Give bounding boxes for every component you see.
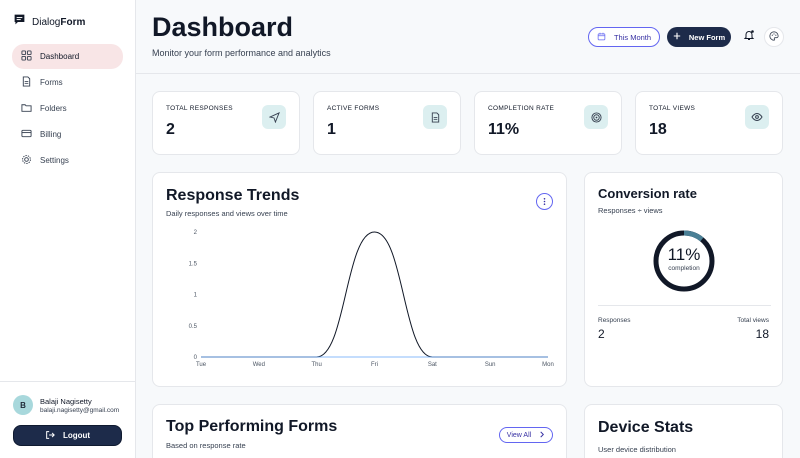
sidebar-item-billing[interactable]: Billing xyxy=(12,122,123,147)
responses-value: 2 xyxy=(598,327,605,341)
folder-icon xyxy=(21,102,32,115)
eye-icon xyxy=(745,105,769,129)
logout-label: Logout xyxy=(62,431,91,440)
stat-value: 1 xyxy=(327,121,336,138)
grid-icon xyxy=(21,50,32,63)
page-subtitle: Monitor your form performance and analyt… xyxy=(152,48,331,58)
stat-value: 2 xyxy=(166,121,175,138)
sidebar-item-label: Dashboard xyxy=(40,52,80,61)
x-tick-label: Wed xyxy=(253,362,265,368)
logout-button[interactable]: Logout xyxy=(13,425,122,446)
header-divider xyxy=(136,73,800,74)
logout-icon xyxy=(45,430,55,442)
top-forms-panel: Top Performing Forms Based on response r… xyxy=(152,404,567,458)
sidebar-item-dashboard[interactable]: Dashboard xyxy=(12,44,123,69)
panel-title: Response Trends xyxy=(166,187,300,204)
target-icon xyxy=(584,105,608,129)
stat-card-active-forms: ACTIVE FORMS 1 xyxy=(313,91,461,155)
sidebar-item-folders[interactable]: Folders xyxy=(12,96,123,121)
user-name: Balaji Nagisetty xyxy=(40,397,92,406)
user-panel: B Balaji Nagisetty balaji.nagisetty@gmai… xyxy=(0,381,136,458)
stat-value: 18 xyxy=(649,121,667,138)
period-label: This Month xyxy=(613,32,652,42)
send-icon xyxy=(262,105,286,129)
x-tick-label: Tue xyxy=(196,362,207,368)
palette-icon xyxy=(769,28,779,46)
chevron-right-icon xyxy=(539,431,545,440)
new-form-label: New Form xyxy=(688,32,726,42)
plus-icon xyxy=(673,32,681,42)
y-tick-label: 1.5 xyxy=(189,261,198,267)
ring-progress xyxy=(653,230,715,292)
stat-label: ACTIVE FORMS xyxy=(327,105,380,112)
y-tick-label: 0 xyxy=(194,355,198,361)
chart-menu-button[interactable] xyxy=(536,193,553,210)
bell-icon xyxy=(743,28,755,46)
avatar[interactable]: B xyxy=(13,395,33,415)
sidebar: DialogForm Dashboard Forms Folders Billi… xyxy=(0,0,136,458)
stat-card-total-responses: TOTAL RESPONSES 2 xyxy=(152,91,300,155)
views-label: Total views xyxy=(737,317,769,324)
sidebar-item-settings[interactable]: Settings xyxy=(12,148,123,173)
stat-value: 11% xyxy=(488,121,520,138)
y-tick-label: 0.5 xyxy=(189,324,198,330)
completion-rate-label: completion xyxy=(668,265,700,272)
document-icon xyxy=(423,105,447,129)
y-tick-label: 1 xyxy=(194,293,198,299)
views-value: 18 xyxy=(755,327,769,341)
brand-name: DialogForm xyxy=(32,16,86,28)
panel-subtitle: User device distribution xyxy=(598,445,676,454)
device-stats-panel: Device Stats User device distribution xyxy=(584,404,783,458)
completion-ring xyxy=(653,230,715,292)
sidebar-item-label: Folders xyxy=(40,104,67,113)
user-email: balaji.nagisetty@gmail.com xyxy=(40,407,120,414)
series-line-0 xyxy=(201,231,548,358)
x-tick-label: Sat xyxy=(428,362,437,368)
sidebar-nav: Dashboard Forms Folders Billing Settings xyxy=(12,44,123,174)
view-all-button[interactable]: View All xyxy=(499,427,553,443)
sidebar-item-label: Billing xyxy=(40,130,62,139)
response-trends-chart: 0 0.5 1 1.5 2 Tue Wed Thu Fri Sat Sun Mon xyxy=(189,230,554,368)
chat-icon xyxy=(13,13,26,31)
y-tick-label: 2 xyxy=(194,230,198,236)
stat-label: COMPLETION RATE xyxy=(488,105,555,112)
x-tick-label: Thu xyxy=(311,362,321,368)
stat-label: TOTAL VIEWS xyxy=(649,105,696,112)
sidebar-item-forms[interactable]: Forms xyxy=(12,70,123,95)
completion-rate-value: 11% xyxy=(667,245,701,264)
x-tick-label: Mon xyxy=(542,362,554,368)
calendar-icon xyxy=(597,32,606,43)
more-vertical-icon xyxy=(540,193,549,211)
page-title: Dashboard xyxy=(152,12,294,42)
conversion-rate-panel: Conversion rate Responses ÷ views 11% co… xyxy=(584,172,783,387)
panel-title: Device Stats xyxy=(598,419,694,436)
brand-logo[interactable]: DialogForm xyxy=(13,13,85,31)
new-form-button[interactable]: New Form xyxy=(667,27,731,47)
x-tick-label: Sun xyxy=(485,362,496,368)
x-tick-label: Fri xyxy=(371,362,378,368)
sidebar-item-label: Forms xyxy=(40,78,63,87)
gear-icon xyxy=(21,154,32,167)
theme-button[interactable] xyxy=(764,27,784,47)
document-icon xyxy=(21,76,32,89)
notifications-button[interactable] xyxy=(739,27,759,47)
stat-card-completion-rate: COMPLETION RATE 11% xyxy=(474,91,622,155)
panel-subtitle: Based on response rate xyxy=(166,441,246,450)
view-all-label: View All xyxy=(506,431,532,439)
panel-subtitle: Responses ÷ views xyxy=(598,206,663,215)
panel-title: Top Performing Forms xyxy=(166,418,338,435)
stat-label: TOTAL RESPONSES xyxy=(166,105,233,112)
sidebar-item-label: Settings xyxy=(40,156,69,165)
credit-card-icon xyxy=(21,128,32,141)
panel-subtitle: Daily responses and views over time xyxy=(166,209,288,218)
stat-card-total-views: TOTAL VIEWS 18 xyxy=(635,91,783,155)
response-trends-panel: Response Trends Daily responses and view… xyxy=(152,172,567,387)
responses-label: Responses xyxy=(598,317,631,324)
divider xyxy=(598,305,771,306)
period-selector-button[interactable]: This Month xyxy=(588,27,660,47)
panel-title: Conversion rate xyxy=(598,186,697,201)
